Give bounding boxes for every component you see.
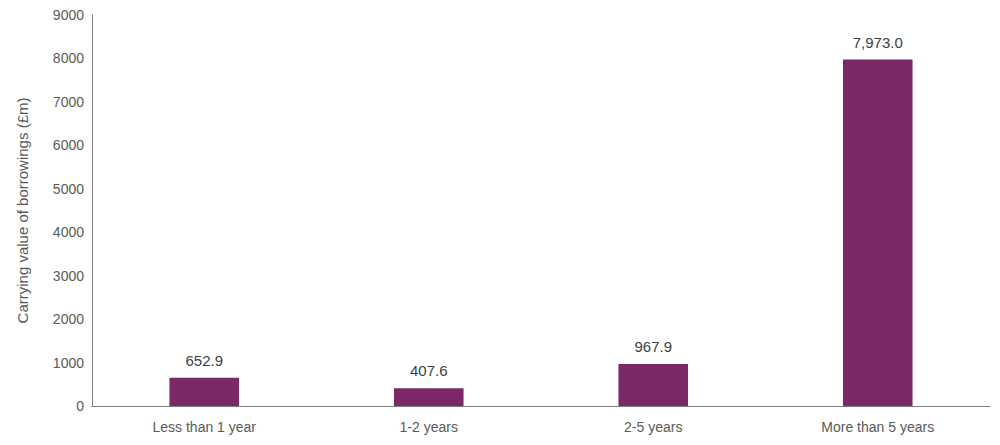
svg-text:6000: 6000	[53, 137, 84, 153]
svg-text:652.9: 652.9	[185, 352, 223, 369]
svg-text:Carrying value of borrowings (: Carrying value of borrowings (£m)	[14, 98, 31, 324]
svg-text:2000: 2000	[53, 311, 84, 327]
svg-text:0: 0	[76, 398, 84, 414]
svg-text:More than 5 years: More than 5 years	[821, 419, 934, 435]
svg-text:4000: 4000	[53, 224, 84, 240]
svg-text:Less than 1 year: Less than 1 year	[152, 419, 256, 435]
svg-text:5000: 5000	[53, 181, 84, 197]
svg-text:3000: 3000	[53, 268, 84, 284]
svg-text:407.6: 407.6	[410, 362, 448, 379]
svg-text:1-2 years: 1-2 years	[400, 419, 458, 435]
svg-text:9000: 9000	[53, 7, 84, 23]
svg-text:1000: 1000	[53, 355, 84, 371]
svg-text:7,973.0: 7,973.0	[853, 34, 903, 51]
svg-text:967.9: 967.9	[634, 338, 672, 355]
svg-text:7000: 7000	[53, 94, 84, 110]
svg-text:8000: 8000	[53, 50, 84, 66]
svg-text:2-5 years: 2-5 years	[624, 419, 682, 435]
